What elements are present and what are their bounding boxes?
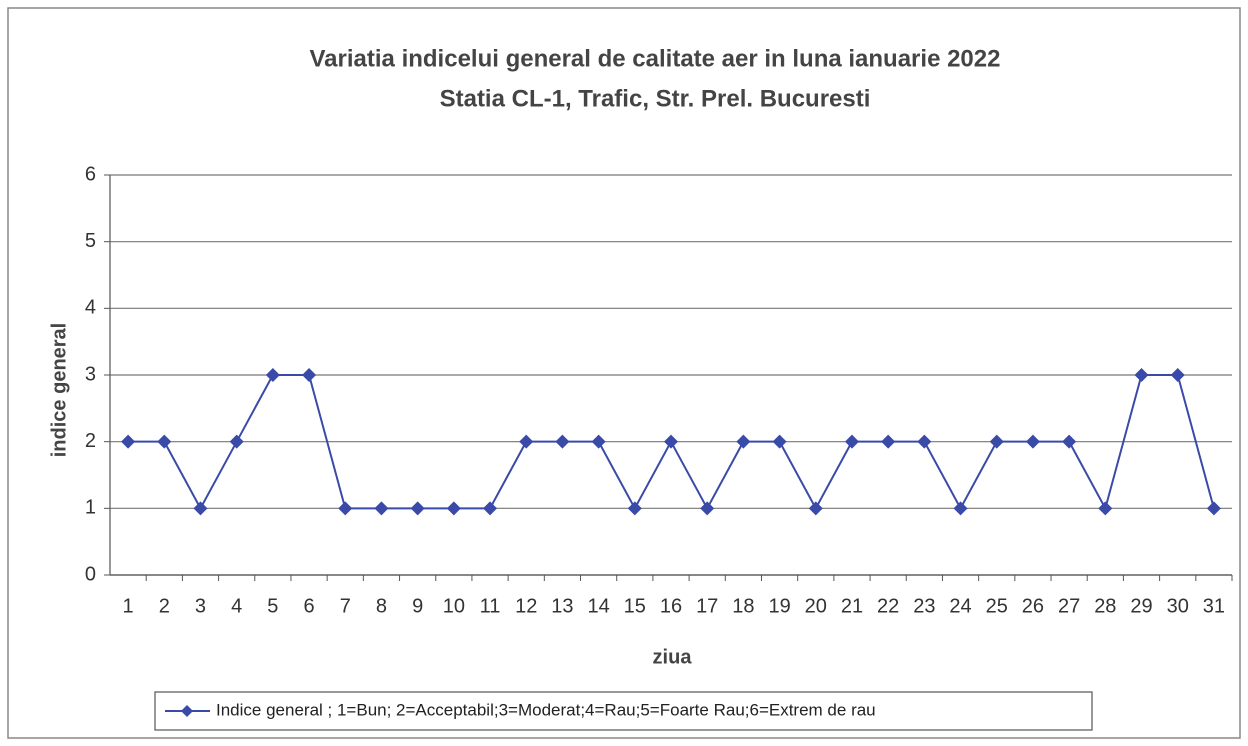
legend-label: Indice general ; 1=Bun; 2=Acceptabil;3=M… [216,700,876,719]
chart-title: Variatia indicelui general de calitate a… [310,45,1001,72]
data-point [410,501,425,516]
x-tick-label: 8 [376,595,387,617]
x-tick-label: 24 [949,595,971,617]
data-point [772,434,787,449]
data-point [989,434,1004,449]
data-point [1062,434,1077,449]
x-tick-label: 22 [877,595,899,617]
legend-box [154,691,1093,731]
data-point [700,501,715,516]
x-tick-label: 18 [732,595,754,617]
x-tick-label: 16 [660,595,682,617]
data-point [591,434,606,449]
data-point [338,501,353,516]
x-tick-label: 12 [515,595,537,617]
x-tick-label: 10 [443,595,465,617]
y-tick-label: 4 [85,297,96,319]
x-tick-label: 21 [841,595,863,617]
x-tick-label: 26 [1022,595,1044,617]
x-tick-label: 1 [123,595,134,617]
x-tick-label: 4 [231,595,242,617]
x-tick-label: 2 [159,595,170,617]
x-tick-label: 5 [267,595,278,617]
x-tick-label: 11 [480,595,501,617]
data-point [808,501,823,516]
data-point [519,434,534,449]
x-tick-label: 17 [696,595,718,617]
data-point [881,434,896,449]
x-tick-label: 14 [587,595,609,617]
x-tick-label: 23 [913,595,935,617]
x-tick-label: 31 [1203,595,1225,617]
data-point [1134,368,1149,382]
y-tick-label: 1 [85,497,96,519]
chart-frame [7,7,1241,739]
x-tick-label: 13 [551,595,573,617]
y-tick-label: 3 [85,363,96,385]
data-point [1170,368,1185,382]
data-point [1025,434,1040,449]
data-point [664,434,678,449]
data-point [121,434,136,449]
x-tick-label: 15 [624,595,646,617]
data-point [157,434,172,449]
data-point [1206,501,1221,516]
chart-subtitle: Statia CL-1, Trafic, Str. Prel. Bucurest… [440,85,871,112]
data-point [953,501,968,516]
x-tick-label: 19 [768,595,790,617]
data-point [1098,501,1113,516]
data-point [555,434,570,449]
x-axis-title: ziua [653,646,693,668]
data-point [627,501,642,516]
data-point [302,368,317,382]
x-tick-label: 27 [1058,595,1080,617]
y-tick-label: 6 [85,163,96,185]
legend-marker [181,705,193,717]
data-point [446,501,461,516]
data-point [265,368,280,382]
x-tick-label: 29 [1130,595,1152,617]
y-axis-title: indice general [48,323,70,458]
data-point [844,434,859,449]
data-point [736,434,751,449]
x-tick-label: 7 [340,595,351,617]
data-point [193,501,208,516]
data-point [917,434,932,449]
data-point [229,434,244,449]
x-tick-label: 28 [1094,595,1116,617]
x-tick-label: 25 [986,595,1008,617]
y-tick-label: 2 [85,430,96,452]
y-tick-label: 5 [85,230,96,252]
data-point [483,501,498,516]
data-point [374,501,389,516]
x-tick-label: 6 [304,595,315,617]
x-tick-label: 30 [1167,595,1189,617]
x-tick-label: 20 [805,595,827,617]
x-tick-label: 3 [195,595,206,617]
y-tick-label: 0 [85,563,96,585]
x-tick-label: 9 [412,595,423,617]
